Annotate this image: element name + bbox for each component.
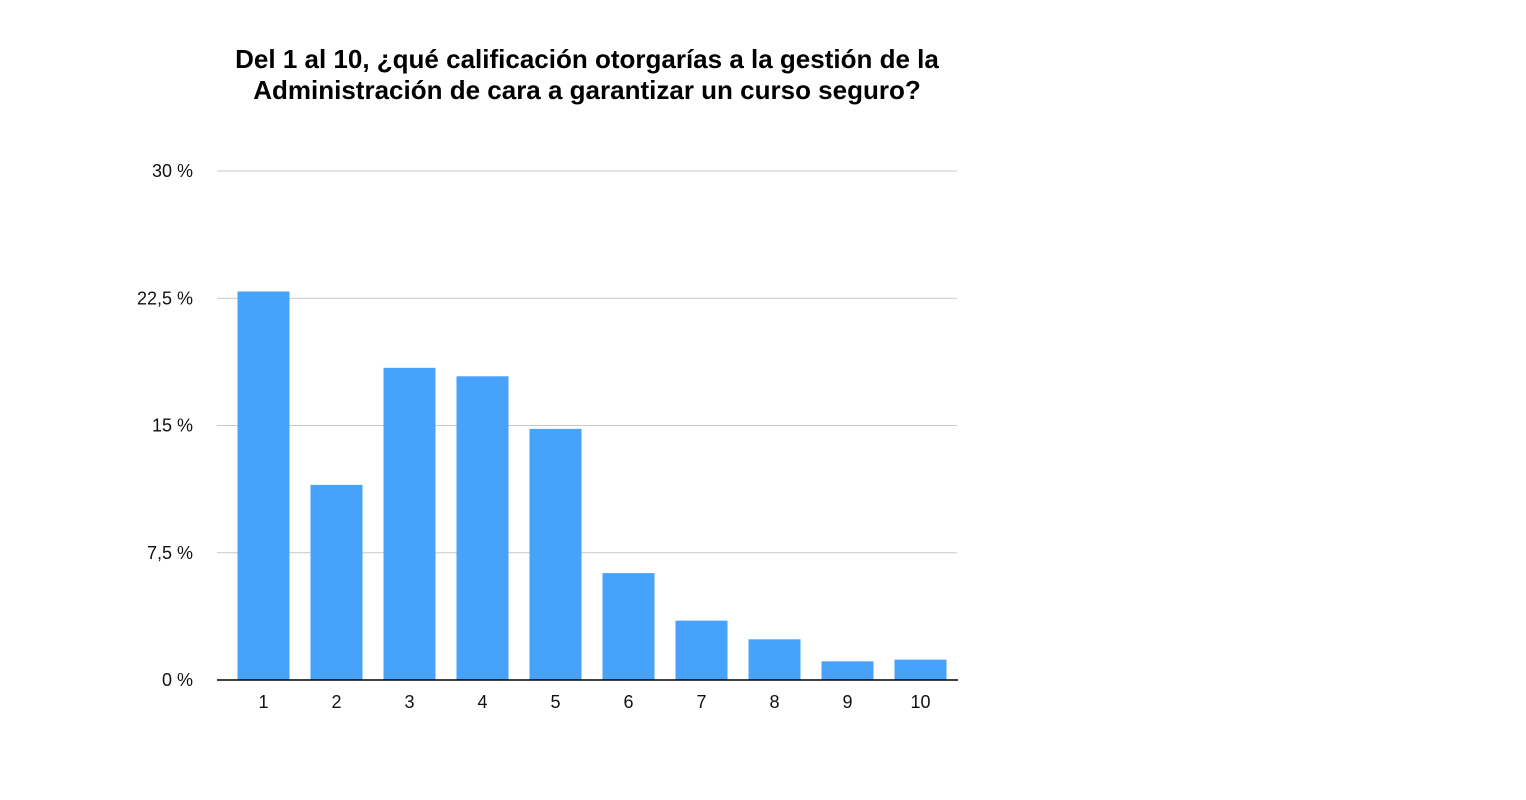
y-tick-label: 22,5 %	[137, 288, 193, 308]
x-tick-label: 2	[331, 692, 341, 712]
bar-6	[602, 573, 655, 680]
x-tick-label: 1	[258, 692, 268, 712]
bar-9	[821, 661, 874, 680]
bar-10	[894, 659, 947, 680]
chart-title: Del 1 al 10, ¿qué calificación otorgaría…	[235, 44, 939, 105]
bar-7	[675, 620, 728, 680]
x-tick-label: 6	[623, 692, 633, 712]
y-tick-label: 0 %	[162, 670, 193, 690]
x-tick-label: 4	[477, 692, 487, 712]
bar-3	[383, 367, 436, 680]
x-tick-label: 7	[696, 692, 706, 712]
y-tick-label: 15 %	[152, 416, 193, 436]
x-axis-ticks: 1 2 3 4 5 6 7 8 9 10	[258, 692, 930, 712]
bar-2	[310, 484, 363, 680]
x-tick-label: 3	[404, 692, 414, 712]
bars	[237, 291, 947, 680]
y-tick-label: 30 %	[152, 161, 193, 181]
y-tick-label: 7,5 %	[147, 543, 193, 563]
x-tick-label: 10	[910, 692, 930, 712]
x-tick-label: 9	[842, 692, 852, 712]
x-tick-label: 5	[550, 692, 560, 712]
bar-8	[748, 639, 801, 680]
bar-4	[456, 376, 509, 680]
bar-5	[529, 428, 582, 680]
x-tick-label: 8	[769, 692, 779, 712]
bar-1	[237, 291, 290, 680]
y-axis-ticks: 0 % 7,5 % 15 % 22,5 % 30 %	[137, 161, 193, 690]
